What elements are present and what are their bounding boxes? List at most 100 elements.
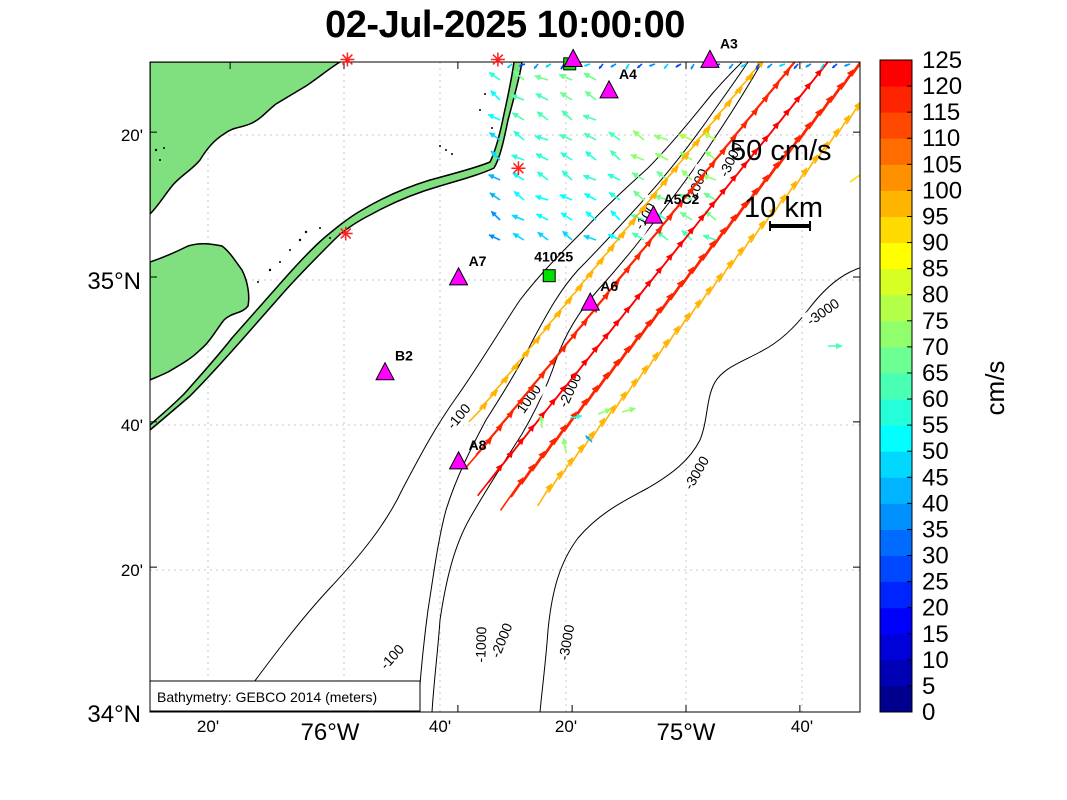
colorbar-tick-label: 115	[922, 99, 960, 126]
current-vector	[558, 133, 573, 141]
colorbar-tick-label: 35	[922, 516, 949, 543]
current-vector	[561, 110, 573, 121]
current-vector	[609, 149, 621, 161]
plot-frame	[149, 61, 861, 713]
colorbar-segment	[880, 372, 912, 400]
current-vector	[608, 191, 621, 201]
current-vector	[740, 63, 747, 68]
current-vector	[585, 435, 593, 443]
current-vector	[675, 63, 682, 68]
contour-label-group: -2000	[485, 618, 518, 663]
current-vector	[636, 63, 643, 69]
current-vector	[856, 104, 860, 112]
current-vector	[487, 113, 501, 121]
colorbar-segment	[880, 320, 912, 348]
colorbar-segment	[880, 581, 912, 609]
barrier-island	[150, 62, 523, 431]
contour-label-bg	[371, 635, 412, 678]
station-label: A3	[720, 35, 738, 51]
colorbar-tick-label: 55	[922, 412, 949, 439]
current-vector	[559, 194, 573, 201]
current-vector	[868, 76, 882, 98]
current-vector	[610, 210, 621, 221]
current-vector	[755, 63, 760, 70]
y-tick-label: 40'	[121, 416, 143, 435]
current-vector	[561, 170, 573, 181]
buoy-marker	[542, 269, 556, 283]
current-vector	[820, 63, 825, 70]
current-vector	[849, 174, 860, 183]
station-marker	[700, 49, 720, 68]
current-vector	[561, 437, 568, 453]
current-vector	[534, 134, 549, 141]
contour-label-bg	[438, 395, 479, 438]
current-vector	[784, 62, 796, 74]
current-vector	[582, 114, 597, 121]
current-vector	[535, 92, 549, 101]
current-vector	[608, 131, 621, 141]
colorbar-segment	[880, 112, 912, 139]
current-vector	[535, 153, 549, 161]
contour-label-bg	[471, 624, 491, 665]
colorbar-tick-label: 25	[922, 569, 949, 596]
radar-site-marker	[511, 161, 526, 176]
contour-label: -1000	[472, 626, 489, 663]
station-marker	[599, 79, 619, 99]
current-vector	[817, 3, 843, 33]
colorbar-segment	[880, 216, 912, 244]
colorbar-label: cm/s	[980, 361, 1010, 416]
current-vector	[561, 230, 573, 241]
current-vector	[828, 342, 843, 350]
colorbar-segment	[880, 477, 912, 504]
current-vector	[583, 63, 591, 67]
colorbar-tick-label: 85	[922, 256, 949, 283]
current-vector	[534, 194, 549, 201]
colorbar-segment	[880, 529, 912, 557]
current-vector	[850, 4, 875, 36]
contour-label: -3000	[555, 623, 577, 661]
current-vector	[704, 150, 717, 161]
current-vector	[703, 192, 717, 201]
current-vector	[663, 63, 669, 70]
current-vector	[490, 90, 501, 101]
current-vector	[862, 30, 885, 63]
colorbar-tick-label: 100	[922, 177, 962, 204]
current-vector	[840, 62, 860, 90]
colorbar-segment	[880, 555, 912, 583]
current-vector	[490, 210, 501, 221]
contour-label-bg	[801, 292, 845, 331]
colorbar-tick-label: 75	[922, 308, 949, 335]
bathymetry-note-box	[149, 680, 421, 712]
current-vector	[681, 169, 693, 181]
contour-label-bg	[627, 194, 663, 238]
current-vector	[569, 414, 583, 420]
current-vector	[536, 111, 549, 121]
station-marker	[580, 292, 601, 311]
current-vector	[510, 154, 525, 161]
current-vector	[560, 151, 573, 161]
colorbar-segment	[880, 659, 912, 687]
colorbar-segment	[880, 86, 912, 113]
current-vector	[536, 171, 549, 181]
current-vector	[583, 192, 597, 201]
current-vector	[583, 72, 597, 81]
current-vector	[829, 30, 854, 62]
colorbar-segment	[880, 138, 912, 165]
current-vector	[583, 234, 597, 241]
current-vector	[582, 174, 597, 181]
current-vector	[597, 408, 612, 415]
current-vector	[654, 152, 669, 161]
colorbar-tick-label: 15	[922, 621, 949, 648]
land-mass	[150, 62, 342, 216]
current-vector	[513, 190, 525, 201]
contour-label-bg	[509, 377, 548, 421]
x-tick-label: 75°W	[657, 719, 716, 746]
station-label: A8	[469, 437, 487, 453]
colorbar-tick-label: 90	[922, 230, 949, 257]
contour-label-bg	[678, 450, 715, 495]
station-marker	[448, 450, 469, 470]
colorbar-segment	[880, 633, 912, 661]
map-title: 02-Jul-2025 10:00:00	[325, 4, 685, 46]
colorbar-segment	[880, 190, 912, 217]
x-tick-label: 40'	[429, 717, 451, 736]
